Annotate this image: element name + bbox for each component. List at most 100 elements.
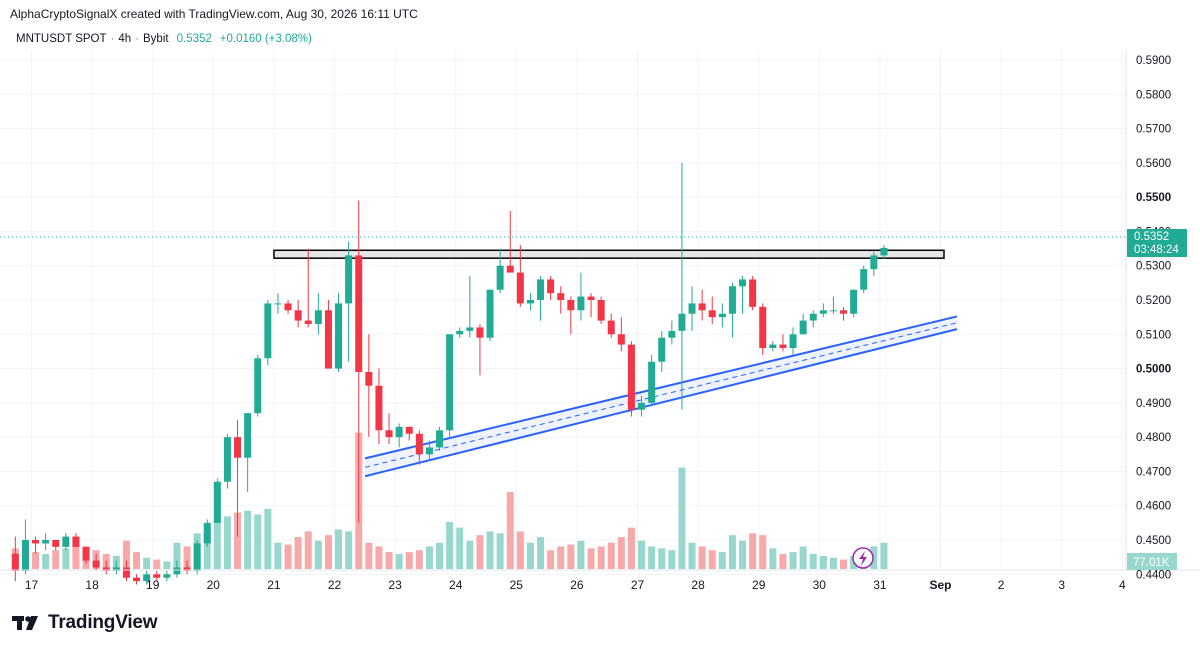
volume-bar [809,553,817,569]
y-tick-label: 0.5500 [1136,192,1171,204]
candle-body [739,279,747,287]
channel-upper-line[interactable] [364,315,958,460]
x-tick-label: 3 [1058,578,1065,592]
volume-bar [769,548,777,569]
y-tick-label: 0.4600 [1136,501,1171,513]
lightning-icon-bolt[interactable] [859,551,867,566]
volume-bar [163,561,171,569]
candle-body [62,536,70,547]
volume-bar [425,546,433,569]
brand-name: TradingView [48,612,158,633]
symbol-name[interactable]: MNTUSDT SPOT [16,33,107,45]
candle-body [304,320,312,324]
volume-bar [466,540,474,569]
volume-bar [456,527,464,569]
resistance-zone[interactable] [273,249,945,259]
candle-body [72,536,80,547]
candle-body [143,574,151,582]
candle-body [759,306,767,348]
y-tick-label: 0.5900 [1136,55,1171,67]
candlesticks [11,162,888,585]
resistance-zone-box[interactable] [273,249,945,259]
candle-body [526,300,534,304]
candle-body [415,433,423,455]
volume-bar [72,540,80,569]
candle-body [496,265,504,290]
price-chart[interactable]: 0.59000.58000.57000.56000.55000.54000.53… [0,0,1200,600]
symbol-legend[interactable]: MNTUSDT SPOT · 4h · Bybit 0.5352 +0.0160… [16,33,312,45]
volume-bar [617,537,625,569]
candle-body [385,430,393,438]
x-tick-label: 20 [207,578,221,592]
candle-body [11,553,19,571]
volume-bar [365,542,373,569]
volume-bar [799,546,807,569]
volume-bar [759,535,767,569]
ascending-channel[interactable] [364,315,958,478]
volume-bar [496,533,504,569]
volume-bar [173,542,181,569]
candle-body [577,296,585,311]
volume-bar [122,540,130,569]
candle-body [203,522,211,544]
volume-bar [526,542,534,569]
candle-body [769,344,777,348]
candle-body [587,296,595,300]
candle-body [264,303,272,359]
candle-body [850,289,858,314]
candle-body [789,334,797,348]
tradingview-logo[interactable]: TradingView [12,612,158,634]
candle-body [284,303,292,311]
volume-bar [153,559,161,569]
candle-body [365,372,373,386]
price-axis[interactable]: 0.59000.58000.57000.56000.55000.54000.53… [1136,55,1171,581]
volume-bar [32,552,40,569]
volume-bar [840,559,848,569]
candle-body [52,540,60,547]
volume-bar [375,546,383,569]
candle-body [193,543,201,571]
volume-bar [62,548,70,569]
candle-body [335,303,343,369]
volume-bar [638,540,646,569]
channel-fill [365,316,957,477]
legend-separator: · [135,33,139,45]
time-axis[interactable]: 17 18 19 20 21 22 23 24 25 26 27 28 29 30 31 Sep 2 3 4 [25,578,1126,592]
volume-bar [728,535,736,569]
x-tick-label: 22 [328,578,342,592]
volume-tag: 77.01K [1127,553,1177,570]
candle-body [163,574,171,578]
candle-body [658,337,666,362]
logo-shape-dot [25,616,31,622]
candle-body [506,265,514,273]
candle-body [860,269,868,290]
candle-body [446,334,454,431]
interval-label[interactable]: 4h [118,33,132,45]
candle-body [183,567,191,571]
candle-body [688,303,696,314]
candle-body [102,567,110,571]
volume-bar [627,527,635,569]
candle-body [678,313,686,331]
lightning-icon[interactable] [852,547,874,569]
x-tick-label: 31 [873,578,887,592]
candle-body [213,481,221,523]
candle-body [627,344,635,410]
candle-body [476,327,484,338]
legend-separator: · [110,33,115,45]
volume-bar [749,533,757,569]
candle-body [718,313,726,318]
tradingview-logo-icon [12,616,38,630]
candle-body [375,385,383,431]
x-tick-label: 21 [267,578,281,592]
x-tick-label: 17 [25,578,39,592]
volume-bar [486,531,494,569]
y-tick-label: 0.5800 [1136,89,1171,101]
x-tick-label: 19 [146,578,160,592]
candle-body [819,310,827,314]
candle-body [223,437,231,482]
candle-body [486,289,494,338]
y-tick-label: 0.4800 [1136,432,1171,444]
channel-lower-line[interactable] [364,328,958,478]
y-tick-label: 0.4700 [1136,466,1171,478]
